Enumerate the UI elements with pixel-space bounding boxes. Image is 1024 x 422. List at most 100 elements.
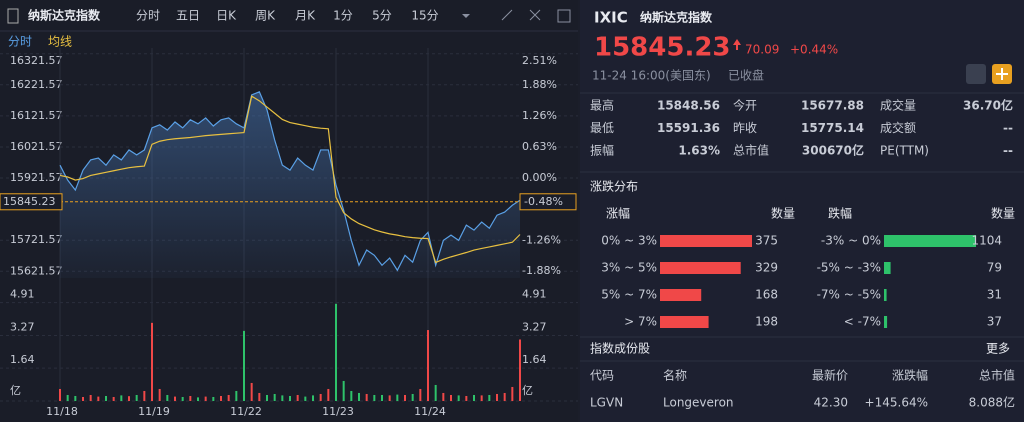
- volume-bar: [373, 394, 376, 401]
- range-label: -7% ~ -5%: [817, 288, 881, 302]
- stat-value: 15591.36: [657, 121, 720, 135]
- volume-bar: [335, 303, 337, 401]
- y2-tick-label: -1.26%: [522, 233, 561, 246]
- volume-bar: [411, 393, 414, 401]
- quote-price: 15845.23: [594, 33, 731, 63]
- tab[interactable]: 5分: [372, 9, 392, 23]
- volume-bar: [465, 395, 468, 401]
- tab[interactable]: 分时: [136, 9, 160, 23]
- quote-code: IXIC: [594, 9, 628, 27]
- volume-bar: [273, 393, 276, 401]
- x-tick-label: 11/22: [230, 405, 262, 418]
- volume-bar: [519, 339, 521, 401]
- stat-value: 300670亿: [802, 143, 864, 158]
- volume-bar: [312, 395, 314, 401]
- y-tick-label: 3.27: [10, 320, 35, 333]
- stat-value: --: [1003, 144, 1013, 158]
- volume-bar: [350, 390, 353, 401]
- volume-bar: [358, 392, 360, 401]
- volume-bar: [197, 397, 199, 401]
- more-link[interactable]: 更多: [986, 342, 1010, 356]
- y-tick-label: 15621.57: [10, 264, 63, 277]
- range-label: 5% ~ 7%: [601, 288, 657, 302]
- stat-label: 最低: [590, 121, 614, 135]
- volume-bar: [128, 396, 130, 401]
- y2-tick-label: 2.51%: [522, 54, 557, 67]
- volume-bar: [174, 396, 176, 401]
- tab[interactable]: 五日: [176, 9, 200, 23]
- stat-value: 15677.88: [801, 99, 864, 113]
- volume-bar: [158, 388, 161, 401]
- table-header: 代码: [590, 369, 614, 383]
- volume-bar: [289, 395, 291, 401]
- volume-bar: [427, 330, 429, 401]
- section-title: 涨跌分布: [590, 179, 638, 194]
- y2-tick-label: 0.63%: [522, 140, 557, 153]
- volume-bar: [258, 392, 261, 401]
- count-label: 1104: [971, 234, 1002, 248]
- range-label: > 7%: [624, 315, 657, 329]
- tab[interactable]: 周K: [255, 9, 276, 23]
- x-tick-label: 11/18: [46, 405, 78, 418]
- volume-bar: [327, 388, 330, 401]
- volume-bar: [266, 394, 268, 401]
- tab[interactable]: 月K: [295, 9, 316, 23]
- volume-bar: [496, 393, 498, 401]
- volume-bar: [166, 394, 169, 401]
- y-tick-label: 3.27: [522, 320, 547, 333]
- toolbar-title: 纳斯达克指数: [28, 8, 101, 23]
- tool-icons[interactable]: [501, 9, 571, 23]
- dist-bar: [660, 262, 741, 274]
- stat-label: 成交量: [880, 98, 916, 113]
- stat-value: 15775.14: [801, 121, 864, 135]
- dist-bar: [884, 289, 887, 301]
- x-tick-label: 11/23: [322, 405, 354, 418]
- volume-bar: [396, 394, 399, 401]
- volume-bar: [511, 386, 514, 401]
- volume-bar: [220, 395, 222, 401]
- y-tick-label: 1.64: [10, 353, 35, 366]
- volume-bar: [181, 396, 184, 401]
- volume-bar: [105, 395, 107, 401]
- y-tick-label: 1.64: [522, 353, 547, 366]
- quote-change-pct: +0.44%: [790, 43, 838, 57]
- y-tick-label: 15721.57: [10, 233, 63, 246]
- volume-bar: [365, 393, 368, 401]
- volume-bar: [404, 394, 406, 401]
- y-tick-label: 亿: [522, 384, 533, 397]
- volume-bar: [135, 394, 138, 401]
- volume-bar: [82, 396, 84, 401]
- dist-bar: [884, 316, 888, 328]
- volume-bar: [503, 392, 506, 401]
- header: 跌幅: [828, 206, 852, 221]
- y2-tick-label: 0.00%: [522, 171, 557, 184]
- dropdown[interactable]: [462, 14, 470, 18]
- tab[interactable]: 日K: [216, 9, 237, 23]
- last-price-label: 15845.23: [3, 195, 56, 208]
- icon[interactable]: [7, 8, 19, 24]
- count-label: 198: [755, 315, 778, 329]
- volume-bar: [151, 322, 153, 401]
- tab[interactable]: 15分: [411, 9, 438, 23]
- y-tick-label: 15921.57: [10, 171, 63, 184]
- volume-bar: [296, 394, 299, 401]
- volume-bar: [189, 395, 192, 401]
- volume-bar: [342, 380, 345, 401]
- dist-bar: [884, 262, 891, 274]
- y2-tick-label: -1.88%: [522, 264, 561, 277]
- volume-bar: [243, 330, 245, 401]
- volume-bar: [457, 395, 460, 401]
- count-label: 79: [987, 261, 1002, 275]
- tab[interactable]: 1分: [333, 9, 353, 23]
- up-arrow: [733, 39, 741, 50]
- y-tick-label: 16321.57: [10, 54, 63, 67]
- quote-change: 70.09: [745, 43, 779, 57]
- count-label: 329: [755, 261, 778, 275]
- range-label: < -7%: [844, 315, 881, 329]
- y-tick-label: 16121.57: [10, 109, 63, 122]
- header: 数量: [771, 206, 795, 221]
- quote-time: 11-24 16:00(美国东): [592, 69, 711, 83]
- y-tick-label: 4.91: [522, 288, 547, 301]
- icon[interactable]: [966, 64, 986, 84]
